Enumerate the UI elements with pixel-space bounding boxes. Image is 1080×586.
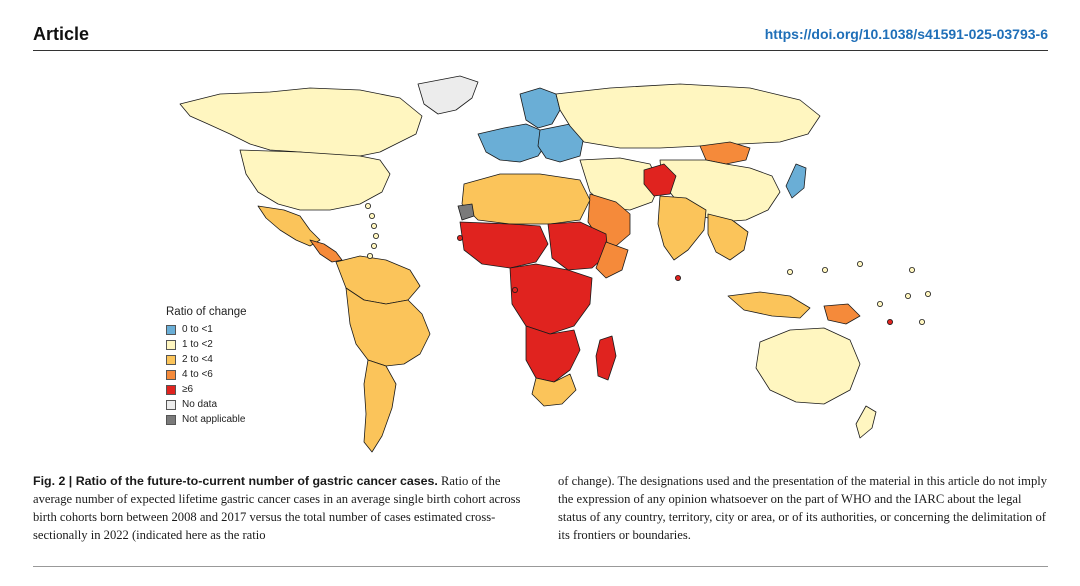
legend-label: No data [182,399,218,410]
article-section-label: Article [33,24,90,44]
legend-label: 2 to <4 [182,354,213,365]
region-australia [755,327,861,405]
legend-swatch [166,354,176,365]
legend-title: Ratio of change [166,306,247,318]
legend-label: ≥6 [182,384,194,395]
legend-item: No data [166,397,286,412]
figure-label: Fig. 2 | Ratio of the future-to-current … [33,474,438,488]
world-map [160,64,960,462]
region-horn-of-africa [595,241,629,279]
caption-text-left: Ratio of the average number of expected … [33,474,521,542]
legend-item: 1 to <2 [166,337,286,352]
page-header: Article https://doi.org/10.1038/s41591-0… [33,22,1048,50]
legend-item: 0 to <1 [166,322,286,337]
region-madagascar [595,335,617,381]
caption-left-column: Fig. 2 | Ratio of the future-to-current … [33,472,523,544]
doi-link[interactable]: https://doi.org/10.1038/s41591-025-03793… [764,26,1048,42]
region-central-africa [509,263,593,335]
legend-swatch [166,339,176,350]
region-south-africa [531,373,577,407]
region-japan [785,163,807,199]
region-west-africa [459,221,549,269]
region-south-america-south [363,359,397,453]
region-new-zealand [855,405,877,439]
legend-label: 1 to <2 [182,339,213,350]
legend-swatch [166,369,176,380]
region-south-america-central [345,287,431,367]
footer-divider [33,566,1048,567]
region-russia [555,83,821,149]
region-india [657,195,707,261]
legend-swatch [166,324,176,335]
region-indonesia [727,291,811,319]
island-markers [364,202,932,325]
region-png [823,303,861,325]
header-divider [33,50,1048,51]
map-legend: Ratio of change 0 to <1 1 to <2 2 to <4 … [166,306,286,446]
region-afghanistan-pakistan [643,163,677,197]
region-southern-africa [525,325,581,383]
figure-caption: Fig. 2 | Ratio of the future-to-current … [33,472,1048,552]
legend-item: 4 to <6 [166,367,286,382]
region-central-america [309,239,343,263]
legend-item: ≥6 [166,382,286,397]
region-southeast-asia [707,213,749,261]
legend-label: Not applicable [182,414,246,425]
legend-item: 2 to <4 [166,352,286,367]
legend-swatch [166,399,176,410]
world-choropleth-map [179,75,932,453]
region-usa [239,149,391,211]
legend-label: 4 to <6 [182,369,213,380]
region-western-europe [477,123,547,163]
region-north-africa [461,173,591,225]
region-western-sahara [457,203,475,221]
region-greenland [417,75,479,115]
legend-swatch [166,384,176,395]
region-north-america-north [179,87,423,157]
caption-right-column: of change). The designations used and th… [558,474,1048,542]
legend-item: Not applicable [166,412,286,427]
legend-label: 0 to <1 [182,324,213,335]
region-scandinavia [519,87,561,129]
legend-swatch [166,414,176,425]
